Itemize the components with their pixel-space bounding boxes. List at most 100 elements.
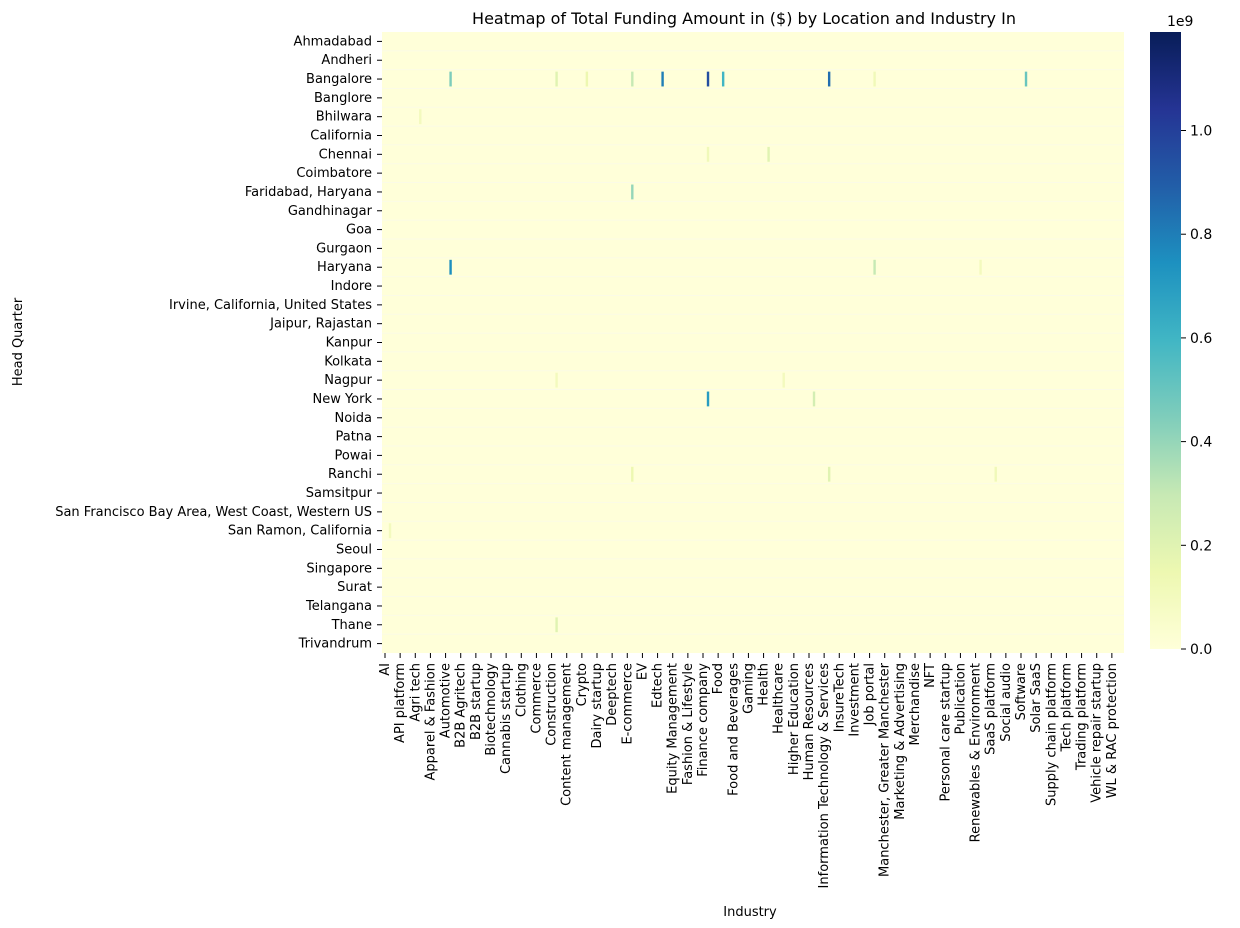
y-tick-label: Chennai <box>319 147 372 162</box>
y-tick-label: Powai <box>334 448 372 463</box>
x-tick-label: Merchandise <box>908 663 923 746</box>
x-tick-label: EV <box>635 663 650 680</box>
x-tick-label: B2B Agritech <box>454 663 469 748</box>
x-tick-label: Apparel & Fashion <box>423 663 438 781</box>
x-tick-label: Solar SaaS <box>1029 663 1044 733</box>
heatmap-cell <box>449 259 452 275</box>
x-tick-label: Tech platform <box>1059 663 1074 753</box>
x-tick-label: Health <box>757 663 772 706</box>
x-tick-label: Information Technology & Services <box>817 663 832 889</box>
y-tick-label: Noida <box>334 411 372 426</box>
colorbar-tick-label: 0.4 <box>1190 435 1212 451</box>
heatmap-cell <box>827 71 831 87</box>
heatmap-cell <box>827 466 831 482</box>
heatmap-cell <box>449 71 452 87</box>
heatmap-cell <box>812 391 816 407</box>
y-tick-label: Ahmadabad <box>294 34 372 49</box>
y-tick-label: Telangana <box>305 599 372 614</box>
x-tick-label: Fashion & Lifestyle <box>681 663 696 785</box>
heatmap-cell <box>631 184 634 200</box>
heatmap-cell <box>706 146 710 162</box>
colorbar <box>1150 32 1181 649</box>
x-tick-label: InsureTech <box>832 663 847 732</box>
y-tick-label: Kolkata <box>324 354 372 369</box>
y-tick-label: Indore <box>331 279 372 294</box>
y-tick-label: Coimbatore <box>296 166 372 181</box>
y-tick-label: Jaipur, Rajastan <box>269 317 372 332</box>
x-tick-label: Manchester, Greater Manchester <box>878 662 893 877</box>
heatmap-cell <box>631 71 634 87</box>
heatmap-cell <box>706 71 710 87</box>
x-tick-label: Construction <box>545 663 560 746</box>
heatmap-cell <box>419 109 422 125</box>
y-tick-label: Gandhinagar <box>288 204 373 219</box>
y-tick-label: Samsitpur <box>306 486 373 501</box>
x-tick-label: Finance company <box>696 663 711 777</box>
colorbar-scale-label: 1e9 <box>1167 14 1193 30</box>
colorbar-tick-label: 1.0 <box>1190 124 1212 140</box>
colorbar-tick-label: 0.2 <box>1190 538 1212 554</box>
x-tick-label: Social audio <box>999 663 1014 742</box>
x-tick-label: Personal care startup <box>938 663 953 801</box>
heatmap-cell <box>979 259 982 275</box>
y-tick-label: Irvine, California, United States <box>169 298 372 313</box>
x-tick-label: Publication <box>953 663 968 734</box>
colorbar-tick-label: 0.0 <box>1190 642 1212 658</box>
x-tick-label: WL & RAC protection <box>1105 663 1120 798</box>
x-tick-label: Job portal <box>863 663 878 726</box>
x-tick-label: API platform <box>393 663 408 743</box>
y-tick-label: Surat <box>337 580 372 595</box>
y-tick-label: Nagpur <box>324 373 372 388</box>
y-tick-label: Banglore <box>314 91 372 106</box>
heatmap-cell <box>782 372 785 388</box>
heatmap-cell <box>555 617 558 633</box>
x-tick-label: Content management <box>560 663 575 806</box>
colorbar-ticks: 0.0 0.2 0.4 0.6 0.8 1.0 <box>1181 124 1212 658</box>
x-tick-label: Cannabis startup <box>499 663 514 774</box>
heatmap-cells <box>382 50 1124 635</box>
y-tick-label: Faridabad, Haryana <box>245 185 372 200</box>
y-tick-label: Kanpur <box>326 336 373 351</box>
x-tick-label: Software <box>1014 663 1029 720</box>
heatmap-cell <box>994 466 997 482</box>
heatmap-cell <box>767 146 770 162</box>
y-tick-label: Goa <box>346 223 372 238</box>
x-tick-label: Dairy startup <box>590 663 605 749</box>
x-tick-label: E-commerce <box>620 663 635 745</box>
heatmap-cell <box>873 259 876 275</box>
x-tick-label: Crypto <box>575 663 590 706</box>
y-tick-label: Ranchi <box>328 467 372 482</box>
x-tick-label: Commerce <box>529 663 544 734</box>
y-tick-label: Thane <box>331 618 372 633</box>
y-tick-label: Seoul <box>336 543 372 558</box>
x-tick-label: Trading platform <box>1075 663 1090 771</box>
heatmap-cell <box>1024 71 1028 87</box>
x-axis-label: Industry <box>723 905 777 920</box>
heatmap-cell <box>706 391 710 407</box>
heatmap-cell <box>631 466 634 482</box>
x-tick-label: SaaS platform <box>984 663 999 755</box>
heatmap-cell <box>388 523 392 539</box>
heatmap-plot-area <box>382 32 1124 653</box>
y-axis-ticks: Ahmadabad Andheri Bangalore Banglore Bhilwar… <box>55 34 382 652</box>
y-tick-label: Haryana <box>317 260 372 275</box>
y-tick-label: New York <box>312 392 372 407</box>
heatmap-cell <box>555 71 558 87</box>
x-tick-label: Equity Management <box>666 663 681 794</box>
x-tick-label: AI <box>378 663 393 676</box>
y-tick-label: Gurgaon <box>316 241 372 256</box>
x-tick-label: Deeptech <box>605 663 620 726</box>
heatmap-cell <box>585 71 589 87</box>
heatmap-cell <box>721 71 725 87</box>
x-tick-label: Healthcare <box>772 663 787 734</box>
colorbar-tick-label: 0.8 <box>1190 227 1212 243</box>
heatmap-cell <box>555 372 558 388</box>
x-tick-label: Biotechnology <box>484 663 499 756</box>
x-tick-label: Agri tech <box>408 663 423 722</box>
x-tick-label: Renewables & Environment <box>969 663 984 842</box>
y-axis-label: Head Quarter <box>11 297 26 386</box>
y-tick-label: Andheri <box>321 53 372 68</box>
x-tick-label: Human Resources <box>802 663 817 781</box>
x-tick-label: Supply chain platform <box>1044 663 1059 806</box>
